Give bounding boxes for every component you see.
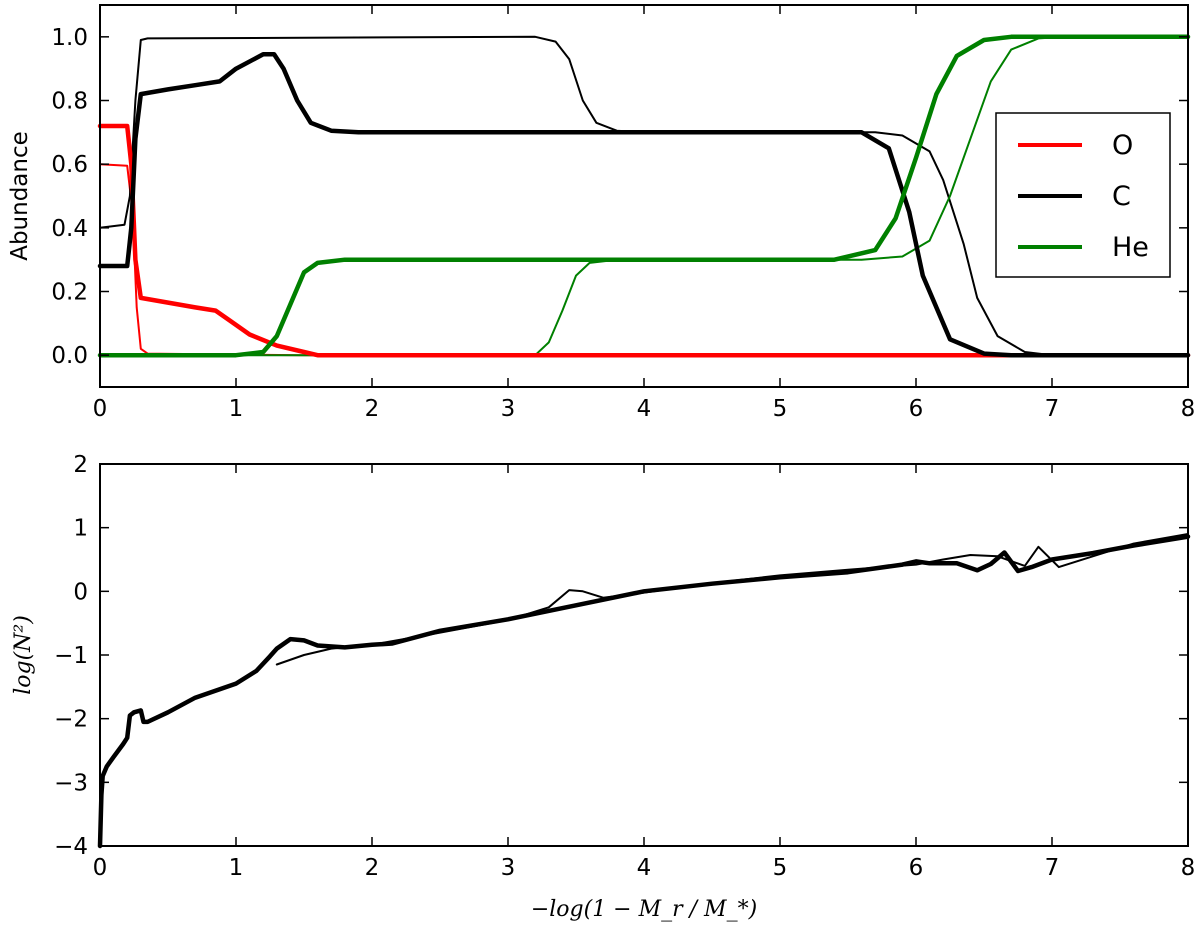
n2-x-tick-label: 5: [773, 855, 788, 881]
abundance-x-tick-label: 4: [637, 396, 652, 422]
n2-x-tick-label: 1: [229, 855, 244, 881]
legend: O C He: [995, 112, 1171, 278]
n2-y-tick-label: 0: [73, 579, 88, 605]
n2-x-tick-label: 0: [93, 855, 108, 881]
abundance-y-tick-label: 0.6: [51, 152, 88, 178]
n2-y-tick-label: −2: [54, 707, 88, 733]
n2-n2-thick-line: [97, 534, 1191, 849]
abundance-he-thick-line: [97, 34, 1191, 358]
n2-series-group: [97, 533, 1191, 849]
n2-y-axis-label: log(N²): [11, 615, 36, 695]
n2-x-axis-label: −log(1 − M_r / M_*): [531, 897, 757, 922]
abundance-x-tick-label: 7: [1045, 396, 1060, 422]
legend-label-he: He: [1112, 232, 1149, 263]
abundance-y-tick-label: 0.4: [51, 216, 88, 242]
n2-x-axis: 0 1 2 3 4 5 6 7 8: [93, 464, 1196, 881]
n2-x-tick-label: 3: [501, 855, 516, 881]
abundance-x-tick-label: 2: [365, 396, 380, 422]
abundance-panel: 0 1 2 3 4 5 6 7 8 0.0 0.2 0.4 0.6 0.8 1.0 Abundance O…: [7, 4, 1196, 422]
abundance-x-tick-label: 1: [229, 396, 244, 422]
abundance-y-tick-label: 0.2: [51, 280, 88, 306]
n2-n2-thin-line: [275, 533, 1189, 666]
abundance-x-axis: 0 1 2 3 4 5 6 7 8: [93, 5, 1196, 422]
abundance-y-axis-label: Abundance: [7, 131, 33, 261]
n2-y-tick-label: −1: [54, 643, 88, 669]
n2-plot-frame: [99, 463, 1189, 847]
legend-label-o: O: [1112, 130, 1133, 161]
brunt-vaisala-panel: 0 1 2 3 4 5 6 7 8 −4 −3 −2 −1 0 1 2 log(N²) −log(1 − M…: [11, 452, 1195, 922]
n2-y-tick-label: −3: [54, 770, 88, 796]
abundance-x-tick-label: 3: [501, 396, 516, 422]
abundance-x-tick-label: 5: [773, 396, 788, 422]
abundance-y-tick-label: 0.0: [51, 343, 88, 369]
abundance-c-thick-line: [97, 52, 1191, 358]
n2-x-tick-label: 4: [637, 855, 652, 881]
abundance-x-tick-label: 6: [909, 396, 924, 422]
n2-y-axis: −4 −3 −2 −1 0 1 2: [54, 452, 1188, 860]
n2-x-tick-label: 8: [1181, 855, 1196, 881]
n2-x-tick-label: 7: [1045, 855, 1060, 881]
n2-x-tick-label: 2: [365, 855, 380, 881]
n2-x-tick-label: 6: [909, 855, 924, 881]
abundance-x-tick-label: 8: [1181, 396, 1196, 422]
legend-label-c: C: [1112, 181, 1131, 212]
abundance-he-thin-line: [99, 35, 1189, 357]
abundance-series-group: [97, 34, 1191, 358]
n2-y-tick-label: 2: [73, 452, 88, 478]
abundance-y-tick-label: 0.8: [51, 89, 88, 115]
abundance-y-tick-label: 1.0: [51, 25, 88, 51]
n2-y-tick-label: 1: [73, 516, 88, 542]
abundance-x-tick-label: 0: [93, 396, 108, 422]
n2-y-tick-label: −4: [54, 834, 88, 860]
abundance-y-axis: 0.0 0.2 0.4 0.6 0.8 1.0: [51, 25, 1188, 369]
